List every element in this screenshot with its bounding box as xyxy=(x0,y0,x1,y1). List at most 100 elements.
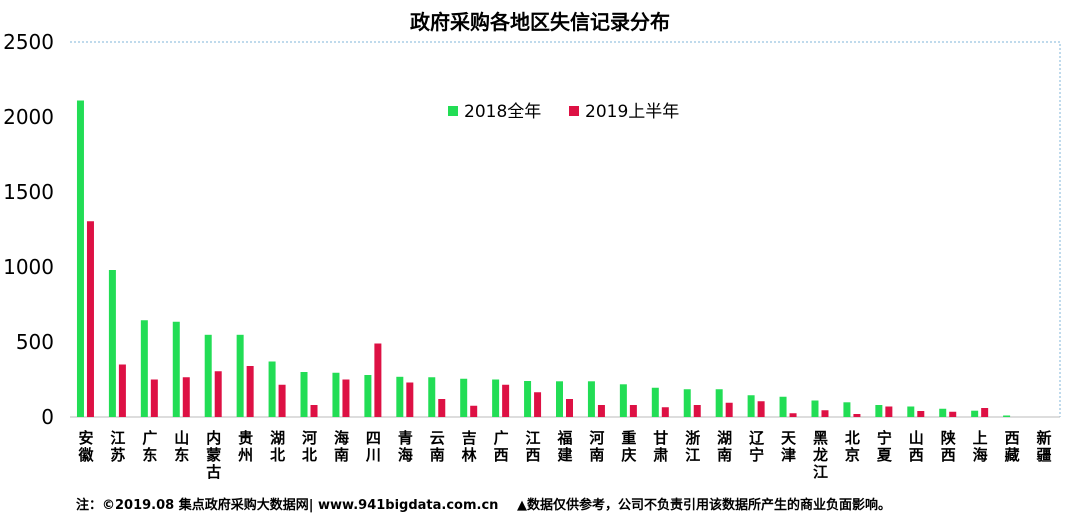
x-tick-label: 福建 xyxy=(556,429,573,464)
bar-series-2 xyxy=(214,371,222,417)
footnote: 注：©2019.08 集点政府采购大数据网| www.941bigdata.co… xyxy=(76,494,905,513)
bar-series-2 xyxy=(86,221,94,417)
legend-label: 2019上半年 xyxy=(585,102,679,122)
bar-series-2 xyxy=(502,384,510,417)
x-tick-label: 天津 xyxy=(781,429,797,464)
bar-series-2 xyxy=(310,405,318,417)
bar-series-2 xyxy=(725,402,733,417)
bar-series-1 xyxy=(875,405,883,417)
bar-series-1 xyxy=(492,379,500,417)
legend-swatch xyxy=(569,106,579,116)
x-tick-label: 重庆 xyxy=(621,429,636,464)
bar-series-1 xyxy=(76,100,84,417)
bar-series-2 xyxy=(789,413,797,417)
bar-series-2 xyxy=(885,406,893,417)
x-tick-label: 山东 xyxy=(174,429,189,464)
bar-series-1 xyxy=(396,376,404,417)
bar-series-1 xyxy=(779,396,787,417)
x-tick-label: 河南 xyxy=(589,429,604,464)
bar-series-1 xyxy=(332,372,340,417)
bar-series-1 xyxy=(619,384,627,417)
x-tick-label: 广西 xyxy=(494,429,509,464)
bar-series-2 xyxy=(278,384,286,417)
bar-series-1 xyxy=(715,389,723,417)
bar-series-1 xyxy=(556,381,563,417)
x-tick-label: 新疆 xyxy=(1037,429,1052,464)
x-tick-label: 海南 xyxy=(334,429,349,464)
bar-series-1 xyxy=(747,395,755,417)
bar-series-2 xyxy=(182,377,190,417)
bar-series-1 xyxy=(587,381,595,417)
plot-border xyxy=(70,41,1061,417)
bar-series-1 xyxy=(364,375,372,417)
x-tick-label: 上海 xyxy=(973,429,988,464)
bar-series-1 xyxy=(140,320,148,417)
bar-series-2 xyxy=(438,399,446,417)
bar-series-2 xyxy=(246,366,254,417)
x-tick-label: 河北 xyxy=(302,429,317,464)
bar-series-1 xyxy=(236,334,244,417)
x-tick-label: 云南 xyxy=(430,429,445,464)
bar-series-1 xyxy=(524,381,532,417)
bar-series-2 xyxy=(150,379,158,417)
x-tick-label: 广东 xyxy=(142,429,157,464)
bar-series-1 xyxy=(811,400,819,417)
bar-series-1 xyxy=(971,410,979,417)
y-tick-label: 2000 xyxy=(3,105,54,129)
x-tick-label: 四川 xyxy=(365,429,381,464)
disclaimer-note: ▲数据仅供参考，公司不负责引用该数据所产生的商业负面影响。 xyxy=(516,498,891,513)
y-tick-label: 0 xyxy=(41,405,54,429)
x-tick-label: 内蒙古 xyxy=(206,429,221,481)
bar-series-2 xyxy=(629,405,637,417)
bar-series-2 xyxy=(342,379,350,417)
x-tick-label: 西藏 xyxy=(1005,429,1020,464)
bar-series-1 xyxy=(204,334,212,417)
bar-series-1 xyxy=(428,377,436,417)
y-tick-label: 2500 xyxy=(3,30,54,54)
chart-title: 政府采购各地区失信记录分布 xyxy=(410,10,670,34)
x-tick-label: 青海 xyxy=(398,429,413,464)
x-tick-label: 宁夏 xyxy=(876,429,893,464)
bar-series-1 xyxy=(108,270,116,417)
x-tick-label: 吉林 xyxy=(462,429,478,464)
bar-series-1 xyxy=(651,387,659,417)
source-note: 注：©2019.08 集点政府采购大数据网| www.941bigdata.co… xyxy=(76,498,499,513)
x-tick-label: 贵州 xyxy=(237,429,253,464)
bar-series-1 xyxy=(172,321,180,417)
x-tick-label: 浙江 xyxy=(685,429,700,464)
bar-series-2 xyxy=(853,414,861,417)
bar-series-2 xyxy=(406,382,414,417)
bar-series-2 xyxy=(597,405,605,417)
x-tick-label: 辽宁 xyxy=(749,429,764,464)
bar-series-2 xyxy=(693,405,701,417)
bar-series-1 xyxy=(460,378,468,417)
x-tick-label: 江苏 xyxy=(110,429,125,464)
legend-swatch xyxy=(448,106,458,116)
bar-series-1 xyxy=(268,361,276,417)
bar-series-2 xyxy=(661,407,669,417)
bar-series-1 xyxy=(1003,415,1011,417)
bar-series-2 xyxy=(821,410,829,417)
y-tick-label: 1500 xyxy=(3,180,54,204)
y-tick-label: 1000 xyxy=(3,255,54,279)
bar-series-1 xyxy=(939,408,947,417)
legend-label: 2018全年 xyxy=(464,102,541,122)
x-tick-label: 江西 xyxy=(526,429,541,464)
x-tick-label: 北京 xyxy=(845,429,860,464)
bar-series-2 xyxy=(757,401,765,417)
x-tick-label: 陕西 xyxy=(941,429,956,464)
bar-series-2 xyxy=(470,405,478,417)
x-tick-label: 安徽 xyxy=(77,429,94,464)
bar-series-2 xyxy=(374,343,382,417)
bar-series-2 xyxy=(917,411,925,417)
x-tick-label: 黑龙江 xyxy=(812,429,828,481)
bar-series-1 xyxy=(843,402,851,417)
bar-series-2 xyxy=(534,392,542,417)
bar-series-2 xyxy=(949,411,957,417)
bar-series-2 xyxy=(981,408,989,417)
x-tick-label: 湖南 xyxy=(717,429,732,464)
bar-series-1 xyxy=(683,389,691,417)
bar-series-2 xyxy=(566,399,573,417)
